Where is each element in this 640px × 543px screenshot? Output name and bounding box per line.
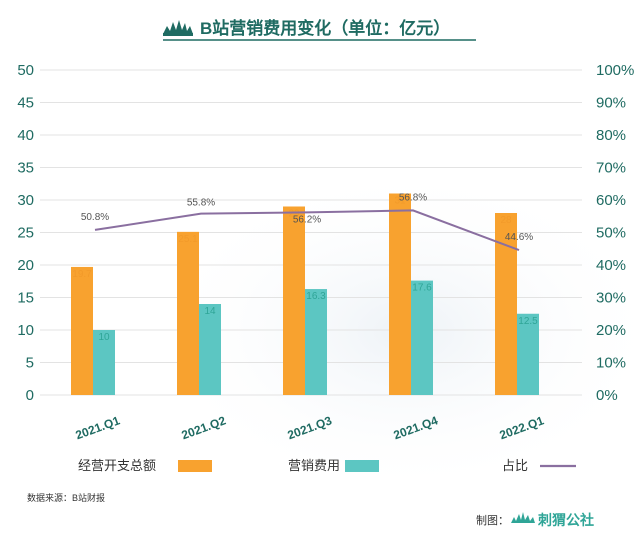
bar-label-total-expense: 28 [500, 215, 512, 226]
ratio-label: 56.2% [293, 214, 321, 225]
y-right-tick-label: 10% [596, 355, 626, 372]
bar-label-total-expense: 25.1 [178, 234, 198, 245]
x-tick-label: 2021.Q1 [74, 413, 122, 442]
hedgehog-logo-icon [163, 20, 193, 36]
y-right-tick-label: 90% [596, 95, 626, 112]
bar-marketing-expense [305, 289, 327, 395]
y-axis-right: 0% 10% 20% 30% 40% 50% 60% 70% 80% 90% 100% [596, 62, 634, 404]
y-right-tick-label: 30% [596, 290, 626, 307]
y-left-tick-label: 45 [17, 95, 34, 112]
y-left-tick-label: 30 [17, 192, 34, 209]
legend-label-total: 经营开支总额 [78, 458, 156, 473]
legend-label-ratio: 占比 [502, 458, 528, 473]
bar-label-marketing-expense: 14 [204, 306, 216, 317]
y-right-tick-label: 60% [596, 192, 626, 209]
y-right-tick-label: 100% [596, 62, 634, 79]
y-right-tick-label: 50% [596, 225, 626, 242]
data-source-note: 数据来源：B站财报 [27, 492, 105, 503]
ratio-label: 56.8% [399, 192, 427, 203]
ratio-label: 44.6% [505, 232, 533, 243]
y-left-tick-label: 35 [17, 160, 34, 177]
bar-label-marketing-expense: 12.5 [518, 316, 538, 327]
chart-title: B站营销费用变化（单位：亿元） [200, 18, 450, 38]
y-left-tick-label: 5 [26, 355, 34, 372]
bar-marketing-expense [93, 330, 115, 395]
y-left-tick-label: 40 [17, 127, 34, 144]
bar-marketing-expense [199, 304, 221, 395]
bar-label-marketing-expense: 16.3 [306, 291, 326, 302]
y-left-tick-label: 10 [17, 322, 34, 339]
hedgehog-brand-icon [511, 512, 535, 523]
y-left-tick-label: 50 [17, 62, 34, 79]
y-axis-left: 0 5 10 15 20 25 30 35 40 45 50 [17, 62, 34, 404]
y-left-tick-label: 20 [17, 257, 34, 274]
credit: 制图： 刺猬公社 [476, 512, 594, 528]
bar-label-marketing-expense: 17.6 [412, 283, 432, 294]
y-right-tick-label: 0% [596, 387, 618, 404]
bar-total-expense [495, 213, 517, 395]
y-right-tick-label: 20% [596, 322, 626, 339]
bar-label-total-expense: 29 [288, 209, 300, 220]
credit-brand: 刺猬公社 [538, 512, 594, 528]
bar-total-expense [71, 266, 93, 395]
ratio-line-series: 50.8% 55.8% 56.2% 56.8% 44.6% [81, 192, 533, 251]
bars: 19.7 10 25.1 14 29 16.3 31 17.6 28 12.5 [71, 193, 539, 395]
y-left-tick-label: 15 [17, 290, 34, 307]
bar-label-total-expense: 31 [394, 196, 406, 207]
ratio-label: 55.8% [187, 198, 215, 209]
bar-total-expense [283, 206, 305, 395]
bar-label-total-expense: 19.7 [72, 269, 92, 280]
bar-total-expense [177, 231, 199, 395]
bar-total-expense [389, 193, 411, 395]
legend-swatch-marketing [345, 460, 379, 472]
bar-label-marketing-expense: 10 [98, 332, 110, 343]
credit-label: 制图： [476, 514, 509, 527]
legend-swatch-total [178, 460, 212, 472]
legend: 经营开支总额 营销费用 占比 [78, 458, 576, 473]
y-left-tick-label: 0 [26, 387, 34, 404]
ratio-label: 50.8% [81, 212, 109, 223]
y-right-tick-label: 40% [596, 257, 626, 274]
y-left-tick-label: 25 [17, 225, 34, 242]
legend-label-marketing: 营销费用 [288, 458, 340, 473]
bar-marketing-expense [517, 313, 539, 395]
y-right-tick-label: 80% [596, 127, 626, 144]
bar-marketing-expense [411, 280, 433, 395]
y-right-tick-label: 70% [596, 160, 626, 177]
chart-header: B站营销费用变化（单位：亿元） [163, 18, 476, 41]
